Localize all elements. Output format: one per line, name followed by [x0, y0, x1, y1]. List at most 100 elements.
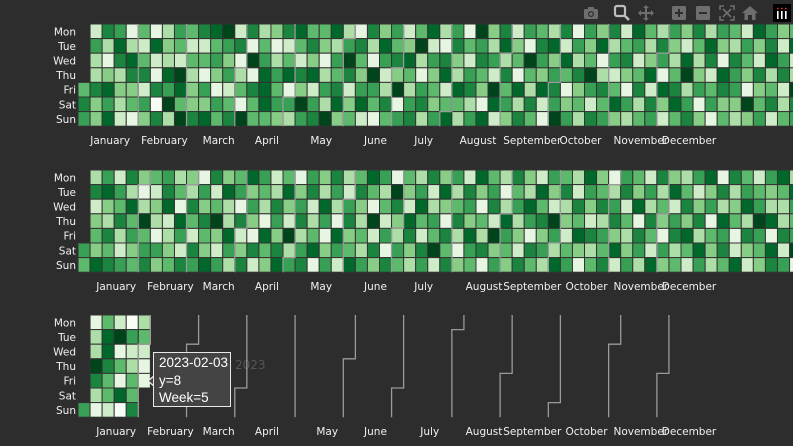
heatmap-cell[interactable] — [752, 23, 766, 40]
heatmap-cell[interactable] — [354, 213, 368, 229]
heatmap-cell[interactable] — [210, 257, 224, 273]
heatmap-cell[interactable] — [186, 67, 200, 83]
heatmap-cell[interactable] — [644, 38, 658, 54]
heatmap-cell[interactable] — [330, 213, 344, 229]
heatmap-cell[interactable] — [559, 67, 573, 83]
heatmap-cell[interactable] — [113, 81, 127, 98]
heatmap-cell[interactable] — [137, 358, 151, 374]
heatmap-cell[interactable] — [764, 23, 778, 40]
heatmap-cell[interactable] — [234, 169, 248, 186]
heatmap-cell[interactable] — [186, 81, 200, 98]
heatmap-cell[interactable] — [222, 169, 236, 186]
heatmap-cell[interactable] — [101, 402, 115, 418]
heatmap-cell[interactable] — [620, 67, 634, 83]
heatmap-cell[interactable] — [330, 52, 344, 69]
heatmap-cell[interactable] — [764, 111, 778, 127]
heatmap-cell[interactable] — [728, 213, 742, 229]
heatmap-cell[interactable] — [596, 213, 610, 229]
heatmap-cell[interactable] — [306, 96, 320, 113]
heatmap-cell[interactable] — [330, 198, 344, 215]
heatmap-cell[interactable] — [198, 213, 212, 229]
heatmap-cell[interactable] — [523, 23, 537, 40]
heatmap-cell[interactable] — [704, 52, 718, 69]
heatmap-cell[interactable] — [523, 227, 537, 244]
heatmap-cell[interactable] — [776, 198, 791, 215]
heatmap-cell[interactable] — [89, 96, 103, 113]
heatmap-cell[interactable] — [342, 38, 356, 54]
heatmap-cell[interactable] — [463, 198, 477, 215]
heatmap-cell[interactable] — [113, 184, 127, 200]
heatmap-cell[interactable] — [149, 38, 163, 54]
heatmap-cell[interactable] — [752, 242, 766, 259]
heatmap-cell[interactable] — [776, 184, 791, 200]
heatmap-cell[interactable] — [439, 184, 453, 200]
heatmap-cell[interactable] — [125, 372, 139, 389]
heatmap-cell[interactable] — [379, 81, 393, 98]
heatmap-cell[interactable] — [246, 52, 260, 69]
heatmap-cell[interactable] — [451, 96, 465, 113]
heatmap-cell[interactable] — [342, 111, 356, 127]
heatmap-cell[interactable] — [149, 184, 163, 200]
heatmap-cell[interactable] — [294, 169, 308, 186]
heatmap-cell[interactable] — [716, 184, 730, 200]
zoom-out-icon[interactable] — [694, 4, 712, 22]
heatmap-cell[interactable] — [270, 67, 284, 83]
heatmap-cell[interactable] — [342, 198, 356, 215]
heatmap-cell[interactable] — [656, 38, 670, 54]
heatmap-cell[interactable] — [656, 67, 670, 83]
heatmap-cell[interactable] — [198, 184, 212, 200]
heatmap-cell[interactable] — [752, 257, 766, 273]
heatmap-cell[interactable] — [523, 169, 537, 186]
heatmap-cell[interactable] — [246, 213, 260, 229]
heatmap-cell[interactable] — [752, 52, 766, 69]
heatmap-cell[interactable] — [596, 257, 610, 273]
heatmap-cell[interactable] — [330, 67, 344, 83]
heatmap-cell[interactable] — [379, 184, 393, 200]
heatmap-cell[interactable] — [547, 38, 561, 54]
heatmap-cell[interactable] — [620, 111, 634, 127]
heatmap-cell[interactable] — [776, 52, 791, 69]
heatmap-cell[interactable] — [656, 111, 670, 127]
heatmap-cell[interactable] — [451, 67, 465, 83]
heatmap-cell[interactable] — [125, 329, 139, 345]
heatmap-cell[interactable] — [113, 372, 127, 389]
heatmap-cell[interactable] — [764, 184, 778, 200]
heatmap-cell[interactable] — [270, 257, 284, 273]
heatmap-cell[interactable] — [499, 184, 513, 200]
heatmap-cell[interactable] — [740, 52, 754, 69]
heatmap-cell[interactable] — [740, 184, 754, 200]
heatmap-cell[interactable] — [294, 23, 308, 40]
heatmap-cell[interactable] — [523, 38, 537, 54]
heatmap-cell[interactable] — [101, 81, 115, 98]
heatmap-cell[interactable] — [584, 257, 598, 273]
heatmap-cell[interactable] — [415, 198, 429, 215]
heatmap-cell[interactable] — [547, 96, 561, 113]
heatmap-cell[interactable] — [535, 96, 549, 113]
heatmap-cell[interactable] — [451, 242, 465, 259]
heatmap-cell[interactable] — [354, 81, 368, 98]
heatmap-cell[interactable] — [668, 38, 682, 54]
heatmap-cell[interactable] — [258, 169, 272, 186]
heatmap-cell[interactable] — [113, 198, 127, 215]
heatmap-cell[interactable] — [668, 111, 682, 127]
heatmap-cell[interactable] — [306, 169, 320, 186]
heatmap-cell[interactable] — [571, 38, 586, 54]
heatmap-cell[interactable] — [149, 81, 163, 98]
heatmap-cell[interactable] — [427, 38, 441, 54]
heatmap-cell[interactable] — [523, 52, 537, 69]
heatmap-cell[interactable] — [475, 81, 489, 98]
heatmap-cell[interactable] — [789, 227, 793, 244]
heatmap-cell[interactable] — [403, 242, 417, 259]
heatmap-cell[interactable] — [234, 198, 248, 215]
heatmap-cell[interactable] — [571, 111, 586, 127]
heatmap-cell[interactable] — [379, 52, 393, 69]
heatmap-cell[interactable] — [294, 242, 308, 259]
heatmap-cell[interactable] — [680, 213, 694, 229]
heatmap-cell[interactable] — [535, 52, 549, 69]
heatmap-cell[interactable] — [620, 96, 634, 113]
heatmap-cell[interactable] — [475, 38, 489, 54]
heatmap-cell[interactable] — [704, 184, 718, 200]
heatmap-cell[interactable] — [318, 242, 332, 259]
heatmap-cell[interactable] — [246, 23, 260, 40]
heatmap-cell[interactable] — [511, 52, 525, 69]
